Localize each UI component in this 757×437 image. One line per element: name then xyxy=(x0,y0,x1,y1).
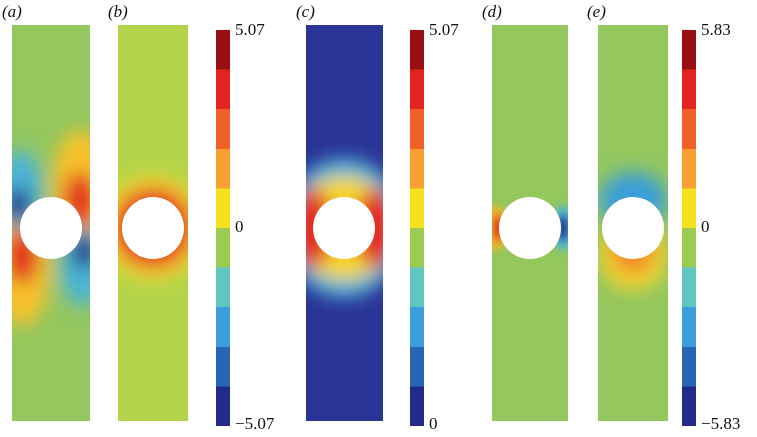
colorbar xyxy=(682,30,696,426)
field-panel-c xyxy=(306,25,383,421)
panel-label: (a) xyxy=(2,2,22,21)
colorbar-tick-label: 0 xyxy=(701,217,710,236)
colorbar-tick-label: 0 xyxy=(235,217,244,236)
panel-label: (d) xyxy=(482,2,502,21)
panel-label: (b) xyxy=(108,2,128,21)
colorbar-tick-label: 0 xyxy=(429,414,438,433)
colorbar xyxy=(216,30,230,426)
field-panel-d xyxy=(492,25,568,421)
colorbar-tick-label: −5.07 xyxy=(235,414,275,433)
panel-label: (e) xyxy=(587,2,606,21)
panel-label: (c) xyxy=(296,2,315,21)
colorbar-tick-label: 5.07 xyxy=(429,20,459,39)
colorbar-tick-label: 5.83 xyxy=(701,20,731,39)
colorbar xyxy=(410,30,424,426)
field-panel-a xyxy=(12,25,90,421)
field-panel-b xyxy=(118,25,188,421)
colorbar-tick-label: −5.83 xyxy=(701,414,740,433)
colorbar-tick-label: 5.07 xyxy=(235,20,265,39)
field-panel-e xyxy=(598,25,668,421)
